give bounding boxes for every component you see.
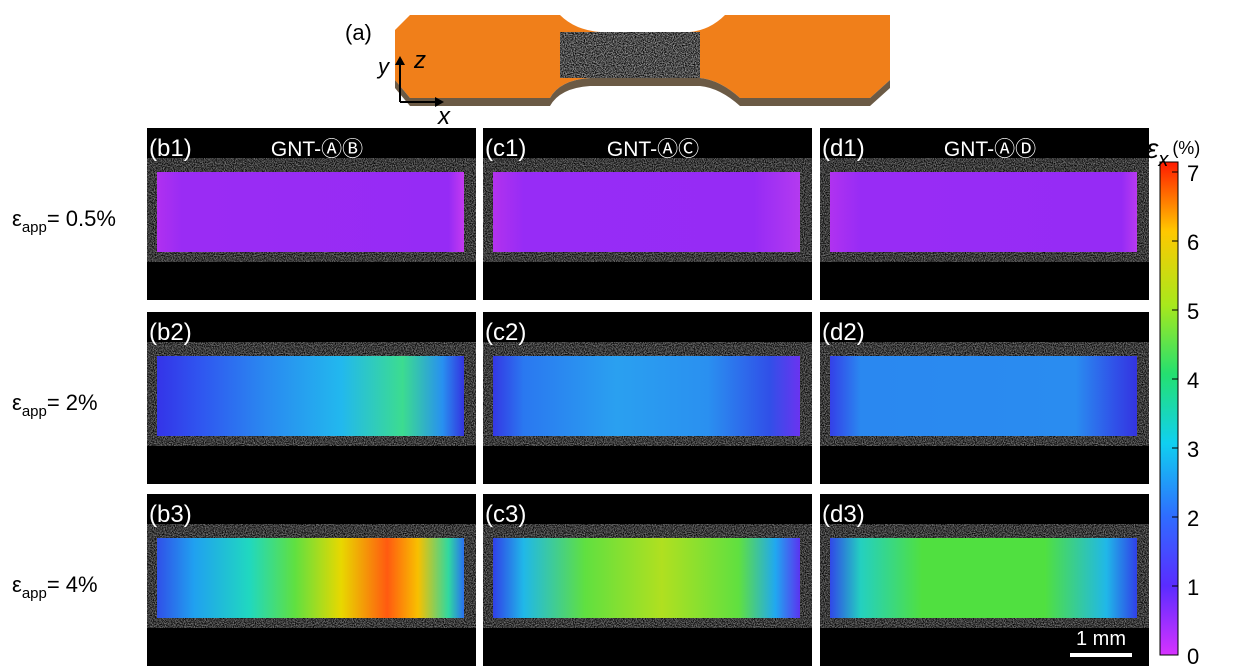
colorbar-tick-label: 0 (1187, 644, 1199, 666)
strain-map (830, 172, 1137, 252)
colorbar-tick-label: 7 (1187, 161, 1199, 186)
panel-label: (c3) (485, 501, 526, 528)
panel-label: (b3) (149, 501, 192, 528)
axis-label: z (413, 47, 426, 74)
specimen-3d (395, 15, 890, 107)
strain-map (830, 356, 1137, 436)
panel-label: (b2) (149, 319, 192, 346)
row-subscript: app (22, 219, 47, 236)
row-symbol: ε (12, 390, 22, 415)
panel-label: (c2) (485, 319, 526, 346)
row-subscript: app (22, 585, 47, 602)
strain-map (157, 172, 464, 252)
axis-label: y (376, 54, 391, 79)
panel-label: (a) (345, 20, 372, 45)
column-title: GNT-ⒶⒸ (607, 138, 699, 161)
panel-label: (d3) (822, 501, 865, 528)
strain-map (493, 538, 800, 618)
row-text: = 4% (47, 572, 98, 597)
axis-label: x (437, 103, 451, 130)
row-symbol: ε (12, 572, 22, 597)
colorbar-tick-label: 1 (1187, 575, 1199, 600)
row-label: εapp= 4% (12, 572, 98, 602)
panel-label: (d2) (822, 319, 865, 346)
colorbar (1160, 162, 1178, 655)
colorbar-tick-label: 4 (1187, 368, 1199, 393)
strain-map (493, 172, 800, 252)
colorbar-tick-label: 5 (1187, 299, 1199, 324)
scale-bar-label: 1 mm (1076, 628, 1126, 650)
panel-label: (d1) (822, 135, 865, 162)
row-text: = 0.5% (47, 206, 116, 231)
row-subscript: app (22, 403, 47, 420)
colorbar-tick-label: 6 (1187, 230, 1199, 255)
panel-label: (b1) (149, 135, 192, 162)
strain-map (830, 538, 1137, 618)
strain-map (493, 356, 800, 436)
panel-label: (c1) (485, 135, 526, 162)
strain-map (157, 538, 464, 618)
strain-map (157, 356, 464, 436)
row-label: εapp= 2% (12, 390, 98, 420)
row-text: = 2% (47, 390, 98, 415)
column-title: GNT-ⒶⒷ (271, 138, 363, 161)
row-symbol: ε (12, 206, 22, 231)
colorbar-tick-label: 3 (1187, 437, 1199, 462)
colorbar-tick-label: 2 (1187, 506, 1199, 531)
column-title: GNT-ⒶⒹ (944, 138, 1036, 161)
figure: (a) y z x (b1) GNT-ⒶⒷ (c1) GNT-ⒶⒸ (d1) GNT-ⒶⒹ… (0, 0, 1233, 666)
row-label: εapp= 0.5% (12, 206, 116, 236)
